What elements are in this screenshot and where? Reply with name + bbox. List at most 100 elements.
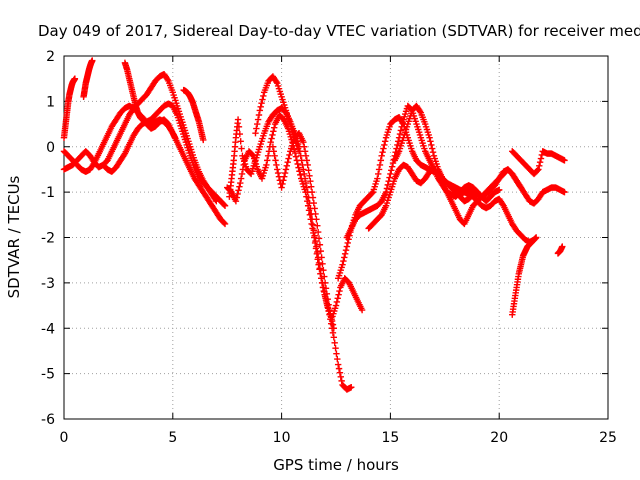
data-point (343, 243, 351, 250)
data-point (281, 169, 289, 177)
data-point (234, 116, 242, 123)
data-point (397, 127, 405, 134)
data-point (368, 189, 376, 197)
data-point (305, 167, 312, 174)
data-point (320, 266, 327, 274)
data-point (233, 194, 240, 201)
y-tick-label: 0 (46, 140, 55, 156)
data-point (327, 310, 334, 317)
data-point (330, 325, 338, 332)
data-point (253, 125, 260, 132)
data-point (344, 239, 351, 247)
data-point (308, 220, 315, 228)
series-track-15 (391, 102, 538, 246)
data-point (301, 170, 308, 178)
data-point (268, 135, 275, 142)
data-point (559, 243, 566, 250)
data-point (532, 234, 540, 241)
data-point (399, 119, 406, 127)
data-point (282, 166, 290, 173)
data-point (317, 247, 324, 255)
x-tick-label: 25 (599, 430, 617, 446)
data-point (235, 187, 242, 194)
data-point (334, 361, 342, 368)
data-point (284, 158, 291, 166)
data-point (534, 167, 541, 174)
data-point (332, 345, 339, 352)
data-point (263, 161, 270, 169)
series-track-18 (509, 234, 540, 318)
data-point (279, 180, 286, 188)
data-point (256, 107, 264, 114)
data-point (267, 139, 274, 146)
series-track-9 (224, 111, 366, 323)
data-point (315, 261, 322, 268)
y-tick-label: -2 (41, 231, 55, 247)
data-point (220, 201, 228, 209)
data-point (333, 298, 341, 306)
data-point (317, 270, 324, 277)
data-point (311, 239, 319, 247)
data-point (291, 146, 298, 153)
data-point (296, 168, 303, 175)
data-point (375, 170, 382, 178)
data-point (341, 254, 348, 261)
data-point (307, 183, 315, 190)
data-point (258, 99, 265, 107)
data-point (270, 128, 277, 135)
data-point (321, 279, 329, 287)
series-track-12 (334, 114, 481, 282)
y-tick-label: -4 (41, 321, 55, 337)
data-point (326, 306, 333, 314)
data-point (294, 160, 301, 168)
data-point (312, 245, 320, 252)
data-point (536, 162, 543, 170)
data-point (273, 161, 280, 169)
data-point (325, 301, 332, 308)
data-point (257, 103, 264, 111)
data-point (236, 183, 243, 190)
data-point (306, 172, 313, 179)
data-point (318, 254, 325, 261)
data-point (338, 377, 345, 385)
data-point (328, 314, 335, 321)
data-point (394, 141, 401, 149)
data-point (427, 138, 434, 145)
series-track-5 (80, 57, 96, 101)
data-point (291, 149, 299, 157)
series-track-19 (554, 243, 566, 257)
data-point (310, 199, 318, 207)
data-point (236, 130, 244, 138)
data-point (341, 250, 349, 258)
series-track-11 (269, 129, 338, 332)
data-point (358, 306, 366, 314)
data-point (264, 157, 271, 164)
data-point (377, 157, 385, 164)
data-point (295, 148, 303, 155)
data-point (264, 152, 272, 160)
data-point (278, 184, 285, 191)
data-point (374, 175, 381, 182)
series-track-7 (180, 86, 207, 144)
data-point (271, 124, 278, 131)
series-track-4 (60, 75, 79, 141)
data-point (388, 167, 395, 174)
data-point (312, 210, 319, 218)
data-point (297, 171, 304, 179)
data-point (387, 170, 394, 178)
data-point (313, 250, 321, 258)
data-point (220, 219, 228, 227)
series-track-3 (99, 100, 229, 209)
series-track-16 (452, 166, 568, 207)
data-point (255, 111, 263, 119)
data-point (238, 145, 245, 152)
data-point (561, 188, 568, 196)
data-layer (60, 57, 568, 393)
data-point (260, 92, 267, 100)
data-point (316, 266, 323, 273)
data-point (388, 163, 396, 170)
data-point (259, 96, 266, 103)
x-tick-label: 0 (60, 430, 69, 446)
data-point (235, 123, 243, 130)
data-point (301, 148, 309, 155)
